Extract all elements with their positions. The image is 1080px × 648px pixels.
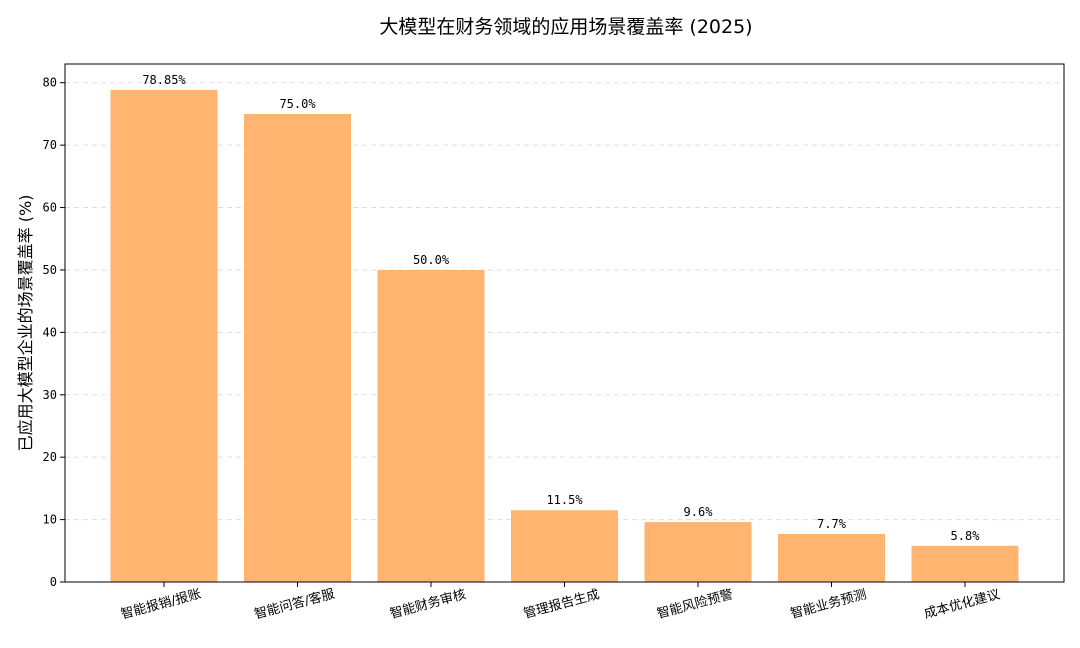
x-tick-label: 成本优化建议 bbox=[922, 587, 1001, 622]
bar bbox=[644, 522, 752, 582]
y-tick-label: 10 bbox=[43, 513, 57, 527]
x-tick-label: 管理报告生成 bbox=[522, 587, 601, 622]
bar bbox=[911, 545, 1019, 582]
y-axis-label: 已应用大模型企业的场景覆盖率 (%) bbox=[16, 195, 35, 452]
chart-title: 大模型在财务领域的应用场景覆盖率 (2025) bbox=[379, 16, 752, 38]
bar bbox=[110, 89, 218, 583]
bar-value-label: 78.85% bbox=[142, 73, 186, 87]
y-tick-label: 60 bbox=[43, 201, 57, 215]
y-axis: 0 10 20 30 40 50 60 70 80 bbox=[43, 76, 65, 589]
bar bbox=[778, 533, 885, 582]
bar bbox=[244, 113, 351, 583]
bar-value-label: 9.6% bbox=[684, 505, 714, 519]
bar-value-label: 50.0% bbox=[413, 253, 450, 267]
x-tick-label: 智能报销/报账 bbox=[119, 587, 202, 623]
y-tick-label: 50 bbox=[43, 263, 57, 277]
bars bbox=[110, 89, 1019, 583]
bar bbox=[377, 269, 485, 582]
x-tick-label: 智能财务审核 bbox=[388, 586, 467, 622]
bar-value-label: 5.8% bbox=[951, 529, 981, 543]
bar bbox=[511, 510, 618, 582]
y-tick-label: 30 bbox=[43, 388, 57, 402]
y-tick-label: 40 bbox=[43, 325, 57, 339]
bar-value-label: 75.0% bbox=[279, 97, 316, 111]
bar-value-label: 11.5% bbox=[546, 493, 583, 507]
bar-value-label: 7.7% bbox=[817, 517, 847, 531]
x-tick-label: 智能业务预测 bbox=[789, 586, 868, 622]
x-axis: 智能报销/报账 智能问答/客服 智能财务审核 管理报告生成 智能风险预警 智能业务预测 成本… bbox=[119, 582, 1002, 623]
data-labels: 78.85% 75.0% 50.0% 11.5% 9.6% 7.7% 5.8% bbox=[142, 73, 980, 543]
gridlines bbox=[65, 82, 1064, 521]
plot-frame bbox=[64, 63, 1065, 583]
y-tick-label: 70 bbox=[43, 138, 57, 152]
y-tick-label: 0 bbox=[50, 575, 57, 589]
y-tick-label: 80 bbox=[43, 76, 57, 90]
x-tick-label: 智能风险预警 bbox=[655, 586, 734, 622]
y-tick-label: 20 bbox=[43, 450, 57, 464]
x-tick-label: 智能问答/客服 bbox=[253, 586, 337, 623]
